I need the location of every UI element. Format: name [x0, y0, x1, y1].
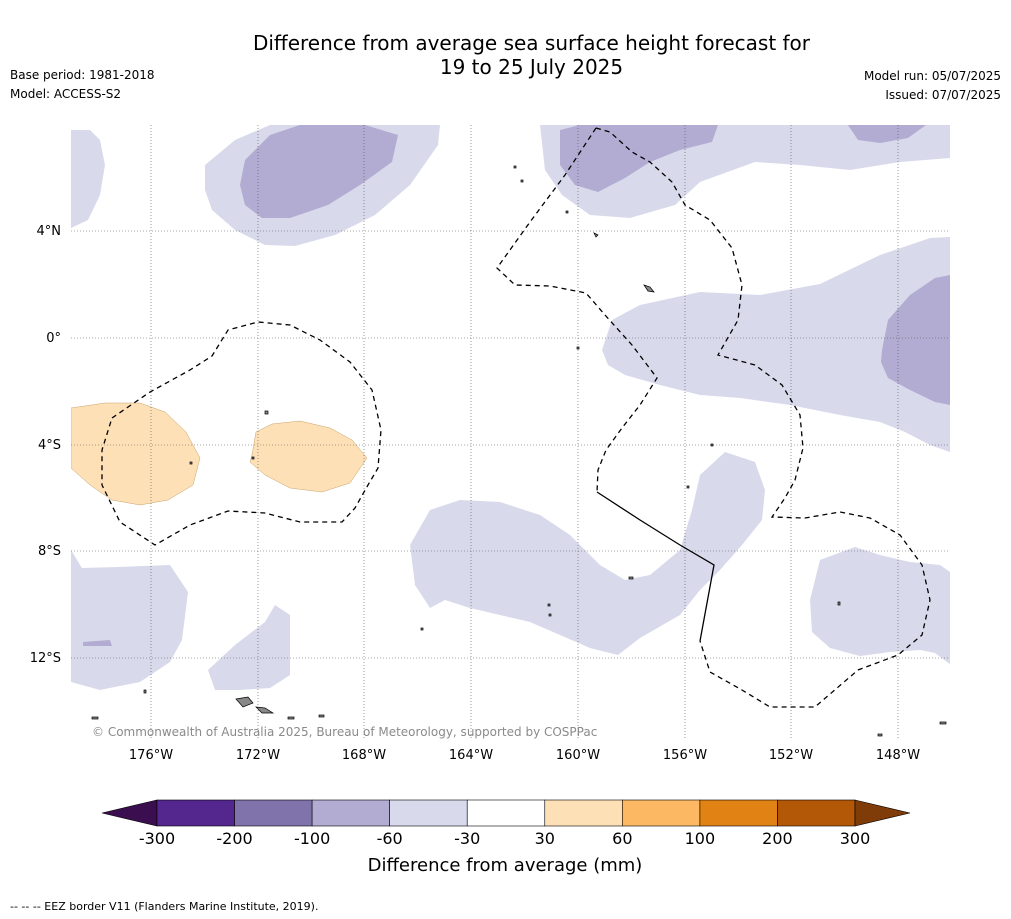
- colorbar-tick-label: -60: [377, 829, 403, 848]
- colorbar-tick-label: 100: [685, 829, 716, 848]
- lon-label: 168°W: [342, 748, 386, 763]
- model-run: Model run: 05/07/2025: [863, 69, 1001, 83]
- colorbar-extend-high: [854, 799, 911, 827]
- colorbar-tick-label: -30: [454, 829, 480, 848]
- lat-label: 8°S: [38, 544, 61, 559]
- colorbar-tick-label: 300: [840, 829, 871, 848]
- colorbar-segment: [622, 799, 701, 827]
- colorbar-tick-label: 60: [612, 829, 632, 848]
- copyright-text: © Commonwealth of Australia 2025, Bureau…: [92, 725, 597, 739]
- colorbar-title: Difference from average (mm): [368, 855, 643, 876]
- map-area: [71, 125, 950, 739]
- model-name: Model: ACCESS-S2: [10, 87, 122, 101]
- colorbar-segment: [156, 799, 235, 827]
- anomaly-plus-30-60: [71, 402, 368, 506]
- colorbar-segment: [466, 799, 546, 827]
- lon-label: 148°W: [876, 748, 920, 763]
- lon-label: 172°W: [236, 748, 280, 763]
- lon-label: 176°W: [129, 748, 173, 763]
- lat-label: 0°: [46, 331, 61, 346]
- colorbar-tick-label: -300: [139, 829, 175, 848]
- map-title: Difference from average sea surface heig…: [0, 31, 1011, 79]
- anomaly-minus-60-100: [83, 125, 950, 646]
- colorbar-segment: [544, 799, 623, 827]
- colorbar-segment: [389, 799, 468, 827]
- lon-label: 156°W: [663, 748, 707, 763]
- colorbar-tick-label: 30: [535, 829, 555, 848]
- colorbar-tick-label: -100: [294, 829, 330, 848]
- lat-label: 4°N: [37, 224, 62, 239]
- lon-label: 152°W: [769, 748, 813, 763]
- colorbar: -300 -200 -100 -60 -30 30 60 100 200 300: [101, 799, 911, 848]
- colorbar-segment: [311, 799, 390, 827]
- colorbar-segment: [234, 799, 313, 827]
- colorbar-tick-label: -200: [216, 829, 252, 848]
- base-period: Base period: 1981-2018: [10, 68, 155, 82]
- map-gridlines: [71, 125, 950, 739]
- colorbar-segment: [699, 799, 778, 827]
- colorbar-tick-label: 200: [762, 829, 793, 848]
- issued-date: Issued: 07/07/2025: [885, 88, 1001, 102]
- longitude-labels: 176°W 172°W 168°W 164°W 160°W 156°W 152°…: [129, 748, 920, 763]
- title-line-1: Difference from average sea surface heig…: [252, 31, 811, 55]
- title-line-2: 19 to 25 July 2025: [439, 55, 624, 79]
- latitude-labels: 4°N 0° 4°S 8°S 12°S: [30, 224, 61, 666]
- lat-label: 12°S: [30, 651, 61, 666]
- meta-left: Base period: 1981-2018 Model: ACCESS-S2: [10, 66, 155, 104]
- lon-label: 164°W: [449, 748, 493, 763]
- islands: [91, 165, 947, 737]
- meta-right: Model run: 05/07/2025 Issued: 07/07/2025: [864, 67, 1001, 105]
- colorbar-segment: [777, 799, 856, 827]
- colorbar-extend-low: [101, 799, 158, 827]
- eez-borders: [101, 127, 931, 708]
- anomaly-minus-30-60: [71, 125, 950, 690]
- lat-label: 4°S: [38, 438, 61, 453]
- eez-legend-note: -- -- -- EEZ border V11 (Flanders Marine…: [10, 900, 319, 913]
- lon-label: 160°W: [556, 748, 600, 763]
